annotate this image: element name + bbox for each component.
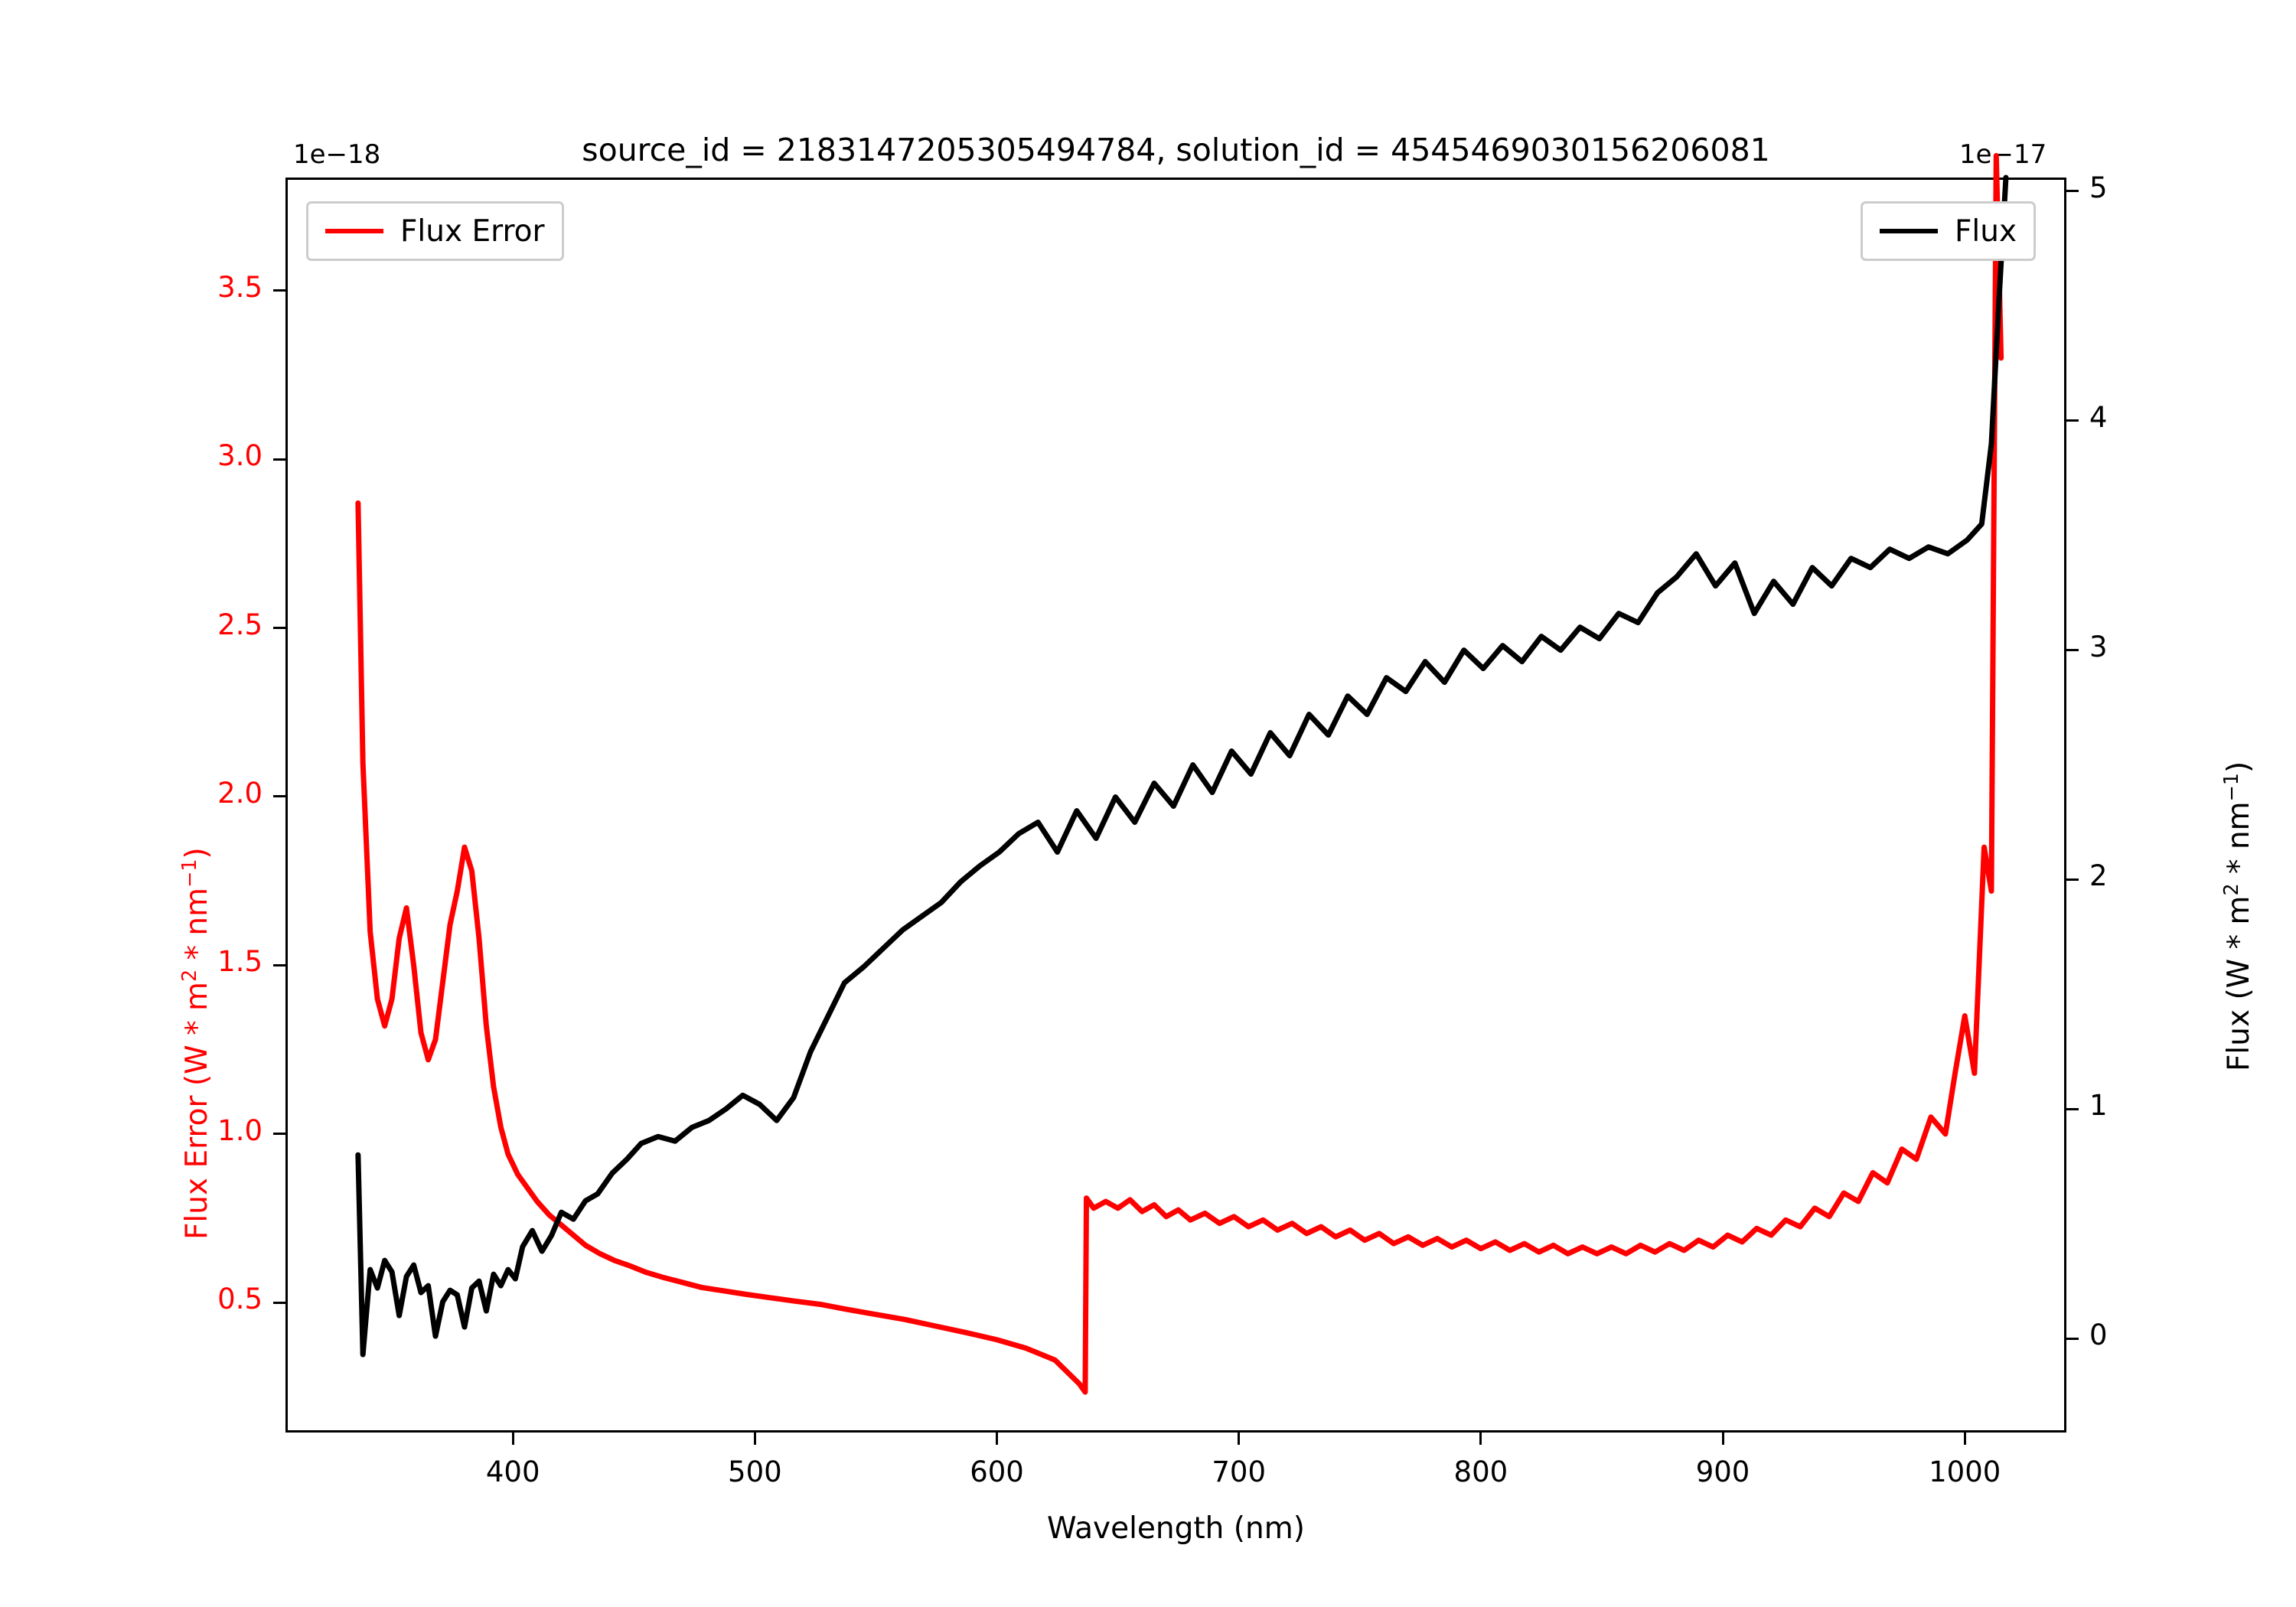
x-tick-label: 600 bbox=[970, 1455, 1024, 1488]
left-y-label-mid: * nm bbox=[180, 887, 214, 970]
x-tick-mark bbox=[996, 1433, 999, 1445]
left-y-label-prefix: Flux Error (W * m bbox=[180, 982, 214, 1240]
y-right-tick-label: 4 bbox=[2089, 400, 2108, 434]
x-tick-mark bbox=[1721, 1433, 1724, 1445]
x-tick-label: 1000 bbox=[1929, 1455, 2001, 1488]
y-left-tick-mark bbox=[273, 795, 285, 798]
y-right-tick-label: 0 bbox=[2089, 1319, 2108, 1352]
x-tick-label: 900 bbox=[1695, 1455, 1750, 1488]
y-right-tick-label: 5 bbox=[2089, 171, 2108, 204]
y-left-tick-label: 3.0 bbox=[217, 439, 263, 473]
y-left-tick-mark bbox=[273, 458, 285, 461]
legend-line-swatch-flux-error bbox=[325, 229, 383, 233]
x-tick-label: 500 bbox=[728, 1455, 782, 1488]
y-left-tick-mark bbox=[273, 963, 285, 966]
right-y-label-suffix: ) bbox=[2222, 761, 2256, 773]
right-y-label-sup2: −1 bbox=[2219, 772, 2242, 802]
legend-label-flux: Flux bbox=[1955, 214, 2017, 249]
x-tick-mark bbox=[1238, 1433, 1241, 1445]
y-left-tick-label: 1.5 bbox=[217, 945, 263, 979]
y-right-tick-mark bbox=[2066, 419, 2079, 422]
y-left-tick-mark bbox=[273, 627, 285, 630]
right-y-label-mid: * nm bbox=[2222, 801, 2256, 884]
x-tick-mark bbox=[1479, 1433, 1482, 1445]
y-left-tick-label: 2.5 bbox=[217, 608, 263, 641]
y-left-tick-mark bbox=[273, 1133, 285, 1136]
y-left-tick-label: 0.5 bbox=[217, 1283, 263, 1316]
legend-label-flux-error: Flux Error bbox=[400, 214, 545, 249]
x-tick-mark bbox=[753, 1433, 756, 1445]
right-y-label-sup1: 2 bbox=[2219, 883, 2242, 896]
y-right-tick-mark bbox=[2066, 878, 2079, 881]
left-axis-offset-text: 1e−18 bbox=[293, 139, 381, 170]
page-title: source_id = 2183147205305494784, solutio… bbox=[582, 132, 1770, 168]
right-axis-offset-text: 1e−17 bbox=[1959, 139, 2047, 170]
left-y-label-sup1: 2 bbox=[178, 969, 201, 983]
legend-flux-error[interactable]: Flux Error bbox=[306, 201, 564, 261]
x-tick-label: 400 bbox=[485, 1455, 540, 1488]
right-y-label-prefix: Flux (W * m bbox=[2222, 895, 2256, 1071]
y-right-tick-label: 3 bbox=[2089, 630, 2108, 663]
y-left-tick-label: 2.0 bbox=[217, 776, 263, 810]
legend-line-swatch-flux bbox=[1880, 229, 1938, 233]
right-y-axis-label: Flux (W * m2 * nm−1) bbox=[2219, 761, 2256, 1071]
y-right-tick-label: 1 bbox=[2089, 1089, 2108, 1123]
x-axis-label: Wavelength (nm) bbox=[1047, 1511, 1305, 1546]
y-right-tick-mark bbox=[2066, 1337, 2079, 1340]
y-left-tick-label: 3.5 bbox=[217, 270, 263, 304]
plot-area bbox=[285, 178, 2066, 1433]
y-right-tick-mark bbox=[2066, 190, 2079, 193]
x-tick-mark bbox=[1963, 1433, 1966, 1445]
y-right-tick-mark bbox=[2066, 1107, 2079, 1110]
x-tick-label: 700 bbox=[1212, 1455, 1267, 1488]
y-left-tick-mark bbox=[273, 1301, 285, 1304]
y-left-tick-label: 1.0 bbox=[217, 1113, 263, 1147]
y-left-tick-mark bbox=[273, 289, 285, 292]
left-y-axis-label: Flux Error (W * m2 * nm−1) bbox=[178, 847, 214, 1240]
x-tick-mark bbox=[511, 1433, 514, 1445]
x-tick-label: 800 bbox=[1453, 1455, 1508, 1488]
left-y-label-sup2: −1 bbox=[178, 859, 201, 888]
left-y-label-suffix: ) bbox=[180, 847, 214, 859]
legend-flux[interactable]: Flux bbox=[1861, 201, 2037, 261]
y-right-tick-label: 2 bbox=[2089, 859, 2108, 893]
y-right-tick-mark bbox=[2066, 649, 2079, 652]
